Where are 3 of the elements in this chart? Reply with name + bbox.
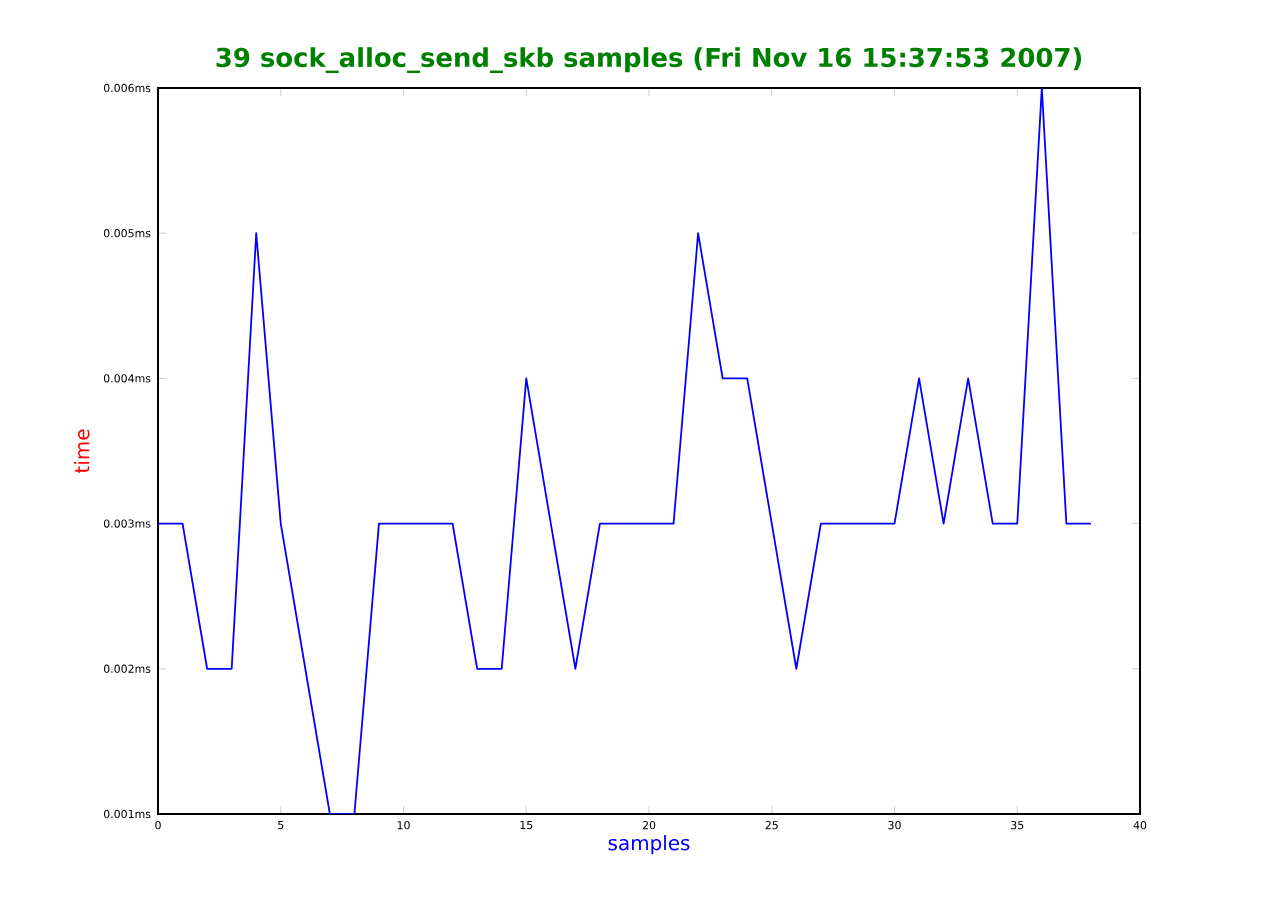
x-axis-title: samples	[608, 834, 690, 855]
chart-title: 39 sock_alloc_send_skb samples (Fri Nov 16 15:37:53 2007)	[216, 47, 1082, 73]
y-axis-title: time	[74, 429, 90, 473]
